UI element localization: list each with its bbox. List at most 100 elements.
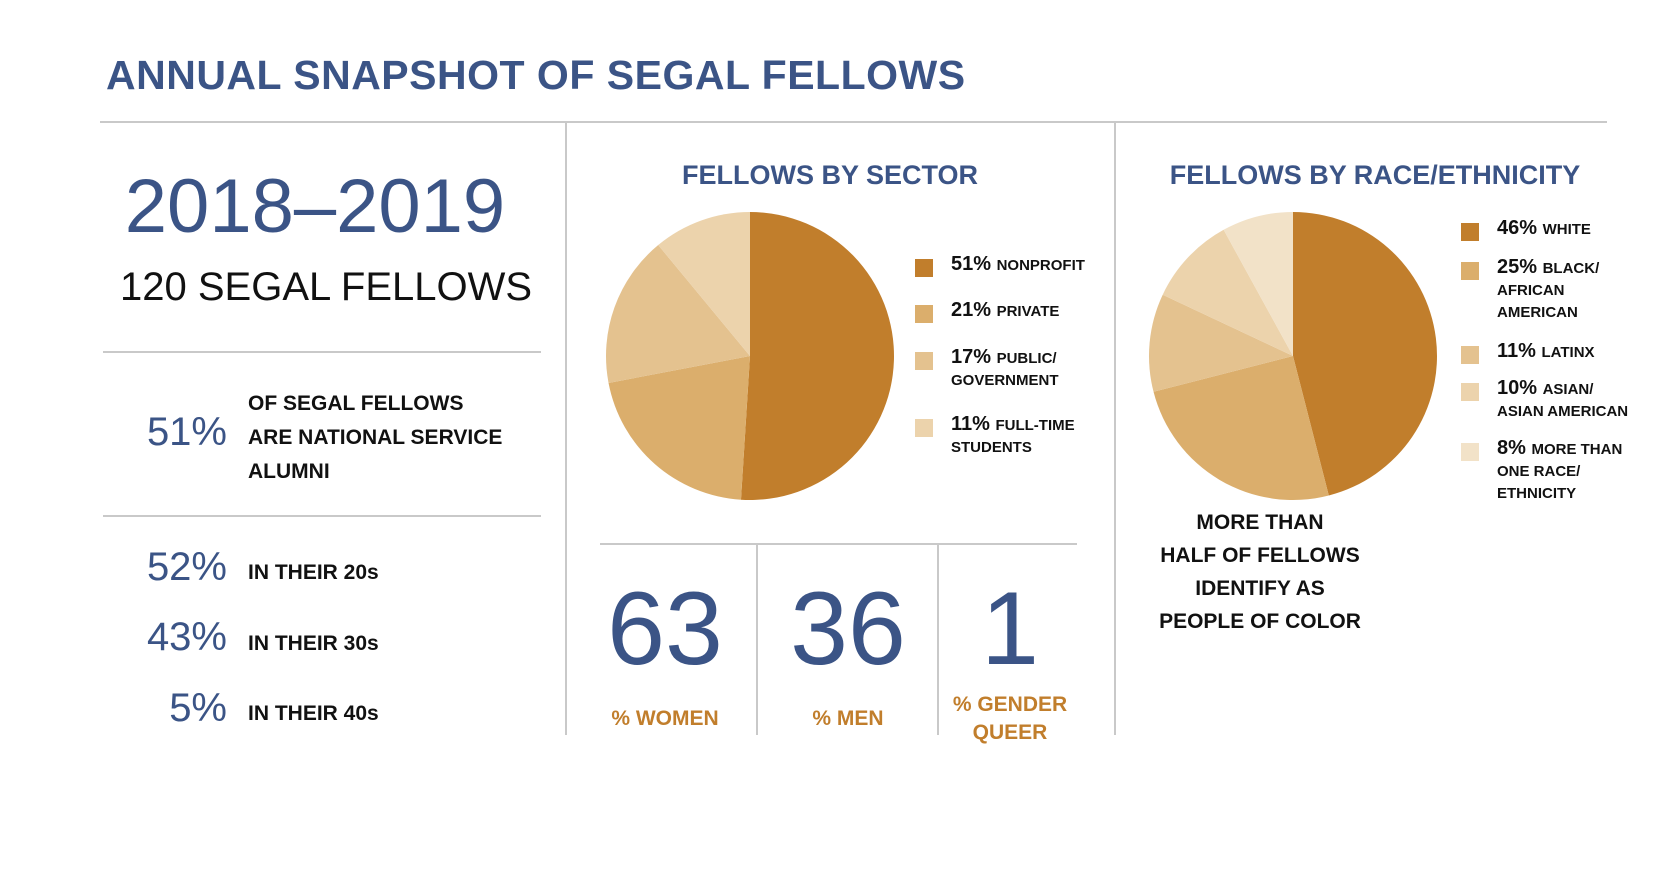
- legend-text: WHITE: [1542, 221, 1591, 238]
- left-divider-1: [103, 351, 541, 353]
- poc-note-line: IDENTIFY AS: [1195, 577, 1325, 600]
- pie-slice: [608, 356, 750, 500]
- age-pct: 52%: [146, 545, 227, 589]
- legend-text: BLACK/: [1542, 260, 1600, 277]
- legend-item: 8% MORE THAN ONE RACE/ETHNICITY: [1461, 437, 1622, 505]
- legend-pct: 25%: [1497, 256, 1543, 278]
- gender-queer-label-line: QUEER: [972, 721, 1048, 744]
- legend-pct: 51%: [951, 253, 997, 275]
- legend-swatch: [915, 419, 933, 437]
- page-title: ANNUAL SNAPSHOT OF SEGAL FELLOWS: [106, 52, 966, 98]
- gender-women-label: % WOMEN: [611, 707, 719, 730]
- national-service-label: OF SEGAL FELLOWS ARE NATIONAL SERVICE AL…: [248, 387, 502, 489]
- legend-text: FULL-TIME: [995, 417, 1075, 434]
- legend-text: PRIVATE: [996, 303, 1060, 320]
- national-service-line: ALUMNI: [248, 460, 330, 483]
- race-chart-title: FELLOWS BY RACE/ETHNICITY: [1169, 160, 1581, 190]
- legend-pct: 46%: [1497, 217, 1543, 239]
- legend-item: 10% ASIAN/ASIAN AMERICAN: [1461, 377, 1628, 423]
- age-pct: 5%: [169, 686, 227, 730]
- poc-note-line: MORE THAN: [1196, 511, 1324, 534]
- legend-text: STUDENTS: [951, 439, 1032, 456]
- legend-item: 21% PRIVATE: [915, 299, 1059, 323]
- legend-label: 10% ASIAN/ASIAN AMERICAN: [1497, 377, 1628, 423]
- pie-slice: [1293, 212, 1437, 496]
- legend-swatch: [1461, 443, 1479, 461]
- left-divider-2: [103, 515, 541, 517]
- pie-slice: [658, 212, 750, 356]
- legend-pct: 11%: [1497, 340, 1542, 362]
- legend-pct: 8%: [1497, 437, 1532, 459]
- pie-slice: [1153, 356, 1329, 501]
- legend-label: 46% WHITE: [1497, 217, 1591, 241]
- legend-swatch: [1461, 346, 1479, 364]
- header-divider: [100, 121, 1607, 123]
- gender-divider-top: [600, 543, 1077, 545]
- legend-text: ONE RACE/: [1497, 463, 1581, 480]
- national-service-line: OF SEGAL FELLOWS: [248, 392, 464, 415]
- age-label: IN THEIR 40s: [248, 702, 379, 725]
- legend-swatch: [1461, 383, 1479, 401]
- age-label: IN THEIR 30s: [248, 632, 379, 655]
- pie-slice: [1162, 229, 1293, 356]
- gender-queer-label: % GENDER QUEER: [935, 691, 1085, 747]
- legend-label: 51% NONPROFIT: [951, 253, 1085, 277]
- sector-pie-chart: [606, 212, 895, 500]
- legend-item: 11% LATINX: [1461, 340, 1595, 364]
- legend-text: ASIAN/: [1542, 381, 1594, 398]
- legend-text: PUBLIC/: [996, 350, 1057, 367]
- age-label: IN THEIR 20s: [248, 561, 379, 584]
- legend-pct: 11%: [951, 413, 996, 435]
- national-service-line: ARE NATIONAL SERVICE: [248, 426, 503, 449]
- legend-label: 17% PUBLIC/GOVERNMENT: [951, 346, 1059, 392]
- legend-label: 11% FULL-TIME STUDENTS: [951, 413, 1075, 459]
- pie-slice: [740, 212, 895, 500]
- legend-label: 21% PRIVATE: [951, 299, 1059, 323]
- legend-swatch: [915, 259, 933, 277]
- legend-text: AFRICAN: [1497, 282, 1565, 299]
- age-pct: 43%: [146, 615, 227, 659]
- race-pie-chart: [1149, 212, 1437, 501]
- national-service-pct: 51%: [146, 410, 227, 454]
- legend-pct: 21%: [951, 299, 997, 321]
- gender-queer-value: 1: [981, 571, 1039, 687]
- gender-divider-1: [756, 545, 758, 735]
- legend-item: 25% BLACK/AFRICAN AMERICAN: [1461, 256, 1599, 324]
- legend-text: NONPROFIT: [996, 257, 1085, 274]
- legend-label: 11% LATINX: [1497, 340, 1595, 364]
- legend-label: 8% MORE THAN ONE RACE/ETHNICITY: [1497, 437, 1622, 505]
- sector-chart-title: FELLOWS BY SECTOR: [681, 160, 979, 190]
- column-divider-right: [1114, 123, 1116, 735]
- legend-swatch: [915, 305, 933, 323]
- pie-slice: [606, 245, 750, 383]
- legend-text: MORE THAN: [1531, 441, 1623, 458]
- pie-slice: [1149, 294, 1293, 392]
- legend-text: ASIAN AMERICAN: [1497, 403, 1629, 420]
- legend-item: 17% PUBLIC/GOVERNMENT: [915, 346, 1059, 392]
- poc-note-line: HALF OF FELLOWS: [1160, 544, 1360, 567]
- legend-text: GOVERNMENT: [951, 372, 1059, 389]
- legend-label: 25% BLACK/AFRICAN AMERICAN: [1497, 256, 1599, 324]
- legend-pct: 10%: [1497, 377, 1543, 399]
- people-of-color-note: MORE THAN HALF OF FELLOWS IDENTIFY AS PE…: [1140, 506, 1380, 638]
- pie-slice: [1223, 212, 1293, 356]
- gender-queer-label-line: % GENDER: [952, 693, 1068, 716]
- legend-text: ETHNICITY: [1497, 485, 1577, 502]
- legend-swatch: [915, 352, 933, 370]
- column-divider-left: [565, 123, 567, 735]
- gender-men-value: 36: [790, 571, 906, 687]
- legend-text: AMERICAN: [1497, 304, 1578, 321]
- legend-text: LATINX: [1541, 344, 1595, 361]
- fellow-count: 120 SEGAL FELLOWS: [120, 265, 533, 309]
- legend-swatch: [1461, 262, 1479, 280]
- legend-swatch: [1461, 223, 1479, 241]
- legend-item: 46% WHITE: [1461, 217, 1591, 241]
- year-range: 2018–2019: [124, 164, 506, 249]
- legend-pct: 17%: [951, 346, 997, 368]
- poc-note-line: PEOPLE OF COLOR: [1159, 610, 1361, 633]
- gender-men-label: % MEN: [812, 707, 884, 730]
- legend-item: 11% FULL-TIME STUDENTS: [915, 413, 1075, 459]
- legend-item: 51% NONPROFIT: [915, 253, 1085, 277]
- gender-divider-2: [937, 545, 939, 735]
- gender-women-value: 63: [607, 571, 723, 687]
